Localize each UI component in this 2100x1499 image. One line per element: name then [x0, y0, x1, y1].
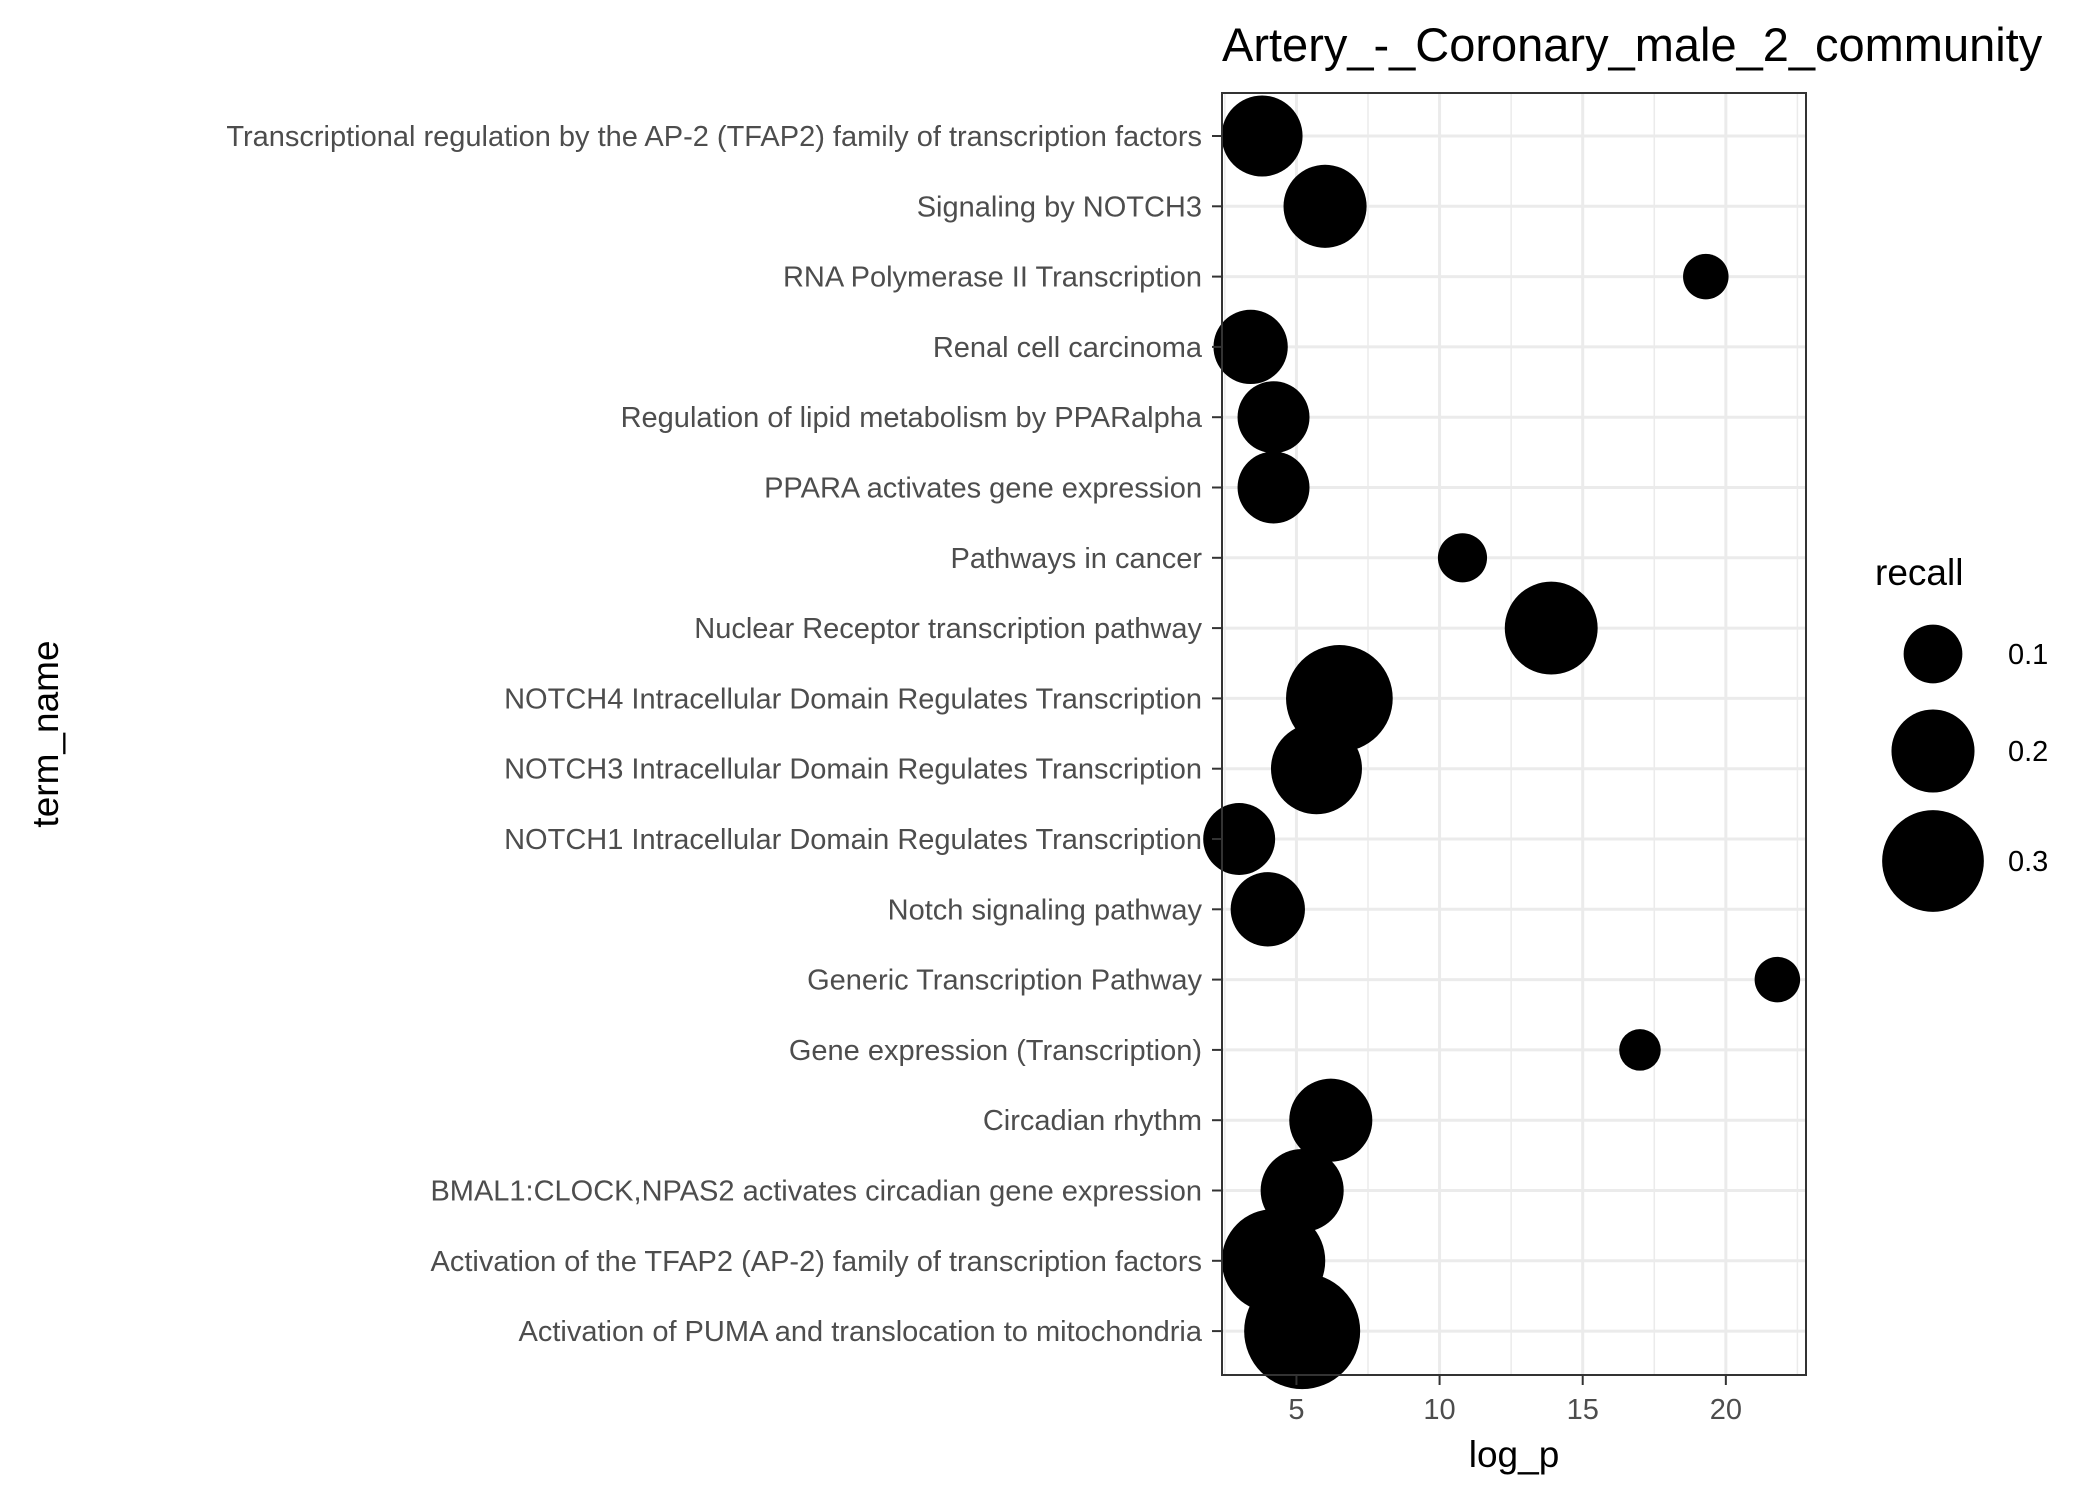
y-tick-label: Transcriptional regulation by the AP-2 (…: [226, 121, 1202, 153]
y-axis-title: term_name: [25, 640, 66, 827]
x-tick-label: 10: [1423, 1394, 1455, 1426]
legend-label: 0.3: [2008, 846, 2048, 878]
size-legend: recall 0.1 0.2 0.3: [1875, 552, 2048, 912]
y-tick-label: Generic Transcription Pathway: [807, 965, 1202, 997]
legend-key: [1903, 624, 1963, 684]
data-point: [1221, 95, 1303, 177]
data-point: [1237, 451, 1310, 524]
data-point: [1619, 1029, 1661, 1071]
y-tick-label: NOTCH4 Intracellular Domain Regulates Tr…: [504, 683, 1202, 715]
data-point: [1289, 1078, 1373, 1162]
y-tick-label: Nuclear Receptor transcription pathway: [694, 613, 1202, 645]
legend-title: recall: [1875, 552, 1963, 593]
y-tick-label: Signaling by NOTCH3: [917, 191, 1202, 223]
y-tick-label: Renal cell carcinoma: [933, 332, 1203, 364]
plot-border: [1221, 92, 1807, 1376]
y-tick-label: Activation of the TFAP2 (AP-2) family of…: [431, 1246, 1203, 1278]
data-point: [1270, 723, 1362, 815]
y-tick-label: Notch signaling pathway: [888, 894, 1203, 926]
major-gridlines: [1222, 93, 1806, 1375]
legend-label: 0.2: [2008, 736, 2048, 768]
chart-title: Artery_-_Coronary_male_2_community: [1222, 18, 2043, 71]
y-tick-label: Pathways in cancer: [951, 543, 1203, 575]
y-axis: Transcriptional regulation by the AP-2 (…: [226, 121, 1222, 1348]
legend-key: [1891, 709, 1975, 793]
legend-key: [1882, 810, 1984, 912]
data-point: [1437, 533, 1488, 583]
x-tick-label: 20: [1710, 1394, 1742, 1426]
data-point: [1244, 1273, 1361, 1390]
y-tick-label: RNA Polymerase II Transcription: [783, 262, 1202, 294]
data-point: [1230, 872, 1305, 947]
y-tick-label: Regulation of lipid metabolism by PPARal…: [621, 402, 1203, 434]
x-axis-title: log_p: [1469, 1434, 1560, 1475]
y-tick-label: NOTCH1 Intracellular Domain Regulates Tr…: [504, 824, 1202, 856]
y-tick-label: PPARA activates gene expression: [764, 473, 1202, 505]
x-tick-label: 5: [1288, 1394, 1304, 1426]
data-point: [1683, 253, 1729, 300]
data-point: [1504, 581, 1598, 675]
x-tick-label: 15: [1567, 1394, 1599, 1426]
y-tick-label: BMAL1:CLOCK,NPAS2 activates circadian ge…: [430, 1176, 1202, 1208]
y-tick-label: NOTCH3 Intracellular Domain Regulates Tr…: [504, 754, 1202, 786]
data-points: [1203, 95, 1801, 1390]
y-tick-label: Gene expression (Transcription): [789, 1035, 1202, 1067]
y-tick-label: Circadian rhythm: [983, 1105, 1202, 1137]
y-tick-label: Activation of PUMA and translocation to …: [519, 1316, 1203, 1348]
data-point: [1283, 164, 1367, 248]
data-point: [1754, 956, 1801, 1003]
data-point: [1213, 309, 1288, 385]
x-axis: 5 10 15 20: [1288, 1375, 1742, 1426]
data-point: [1237, 381, 1310, 454]
legend-label: 0.1: [2008, 639, 2048, 671]
